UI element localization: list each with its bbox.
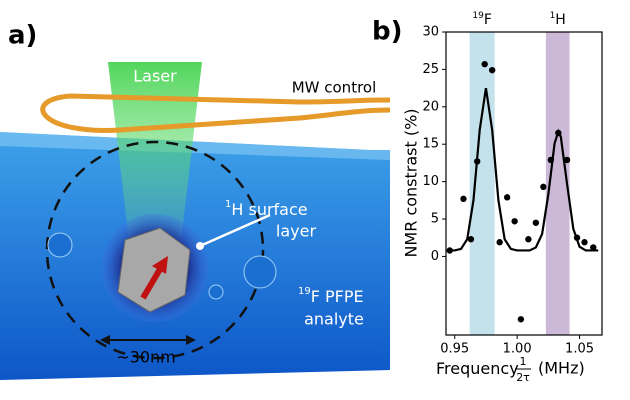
y-tick-label: 25 — [422, 62, 439, 77]
y-tick-label: 30 — [422, 25, 439, 40]
band-label: 19F — [472, 11, 492, 29]
x-axis-fraction: 2τ — [516, 371, 530, 384]
dashed-circle — [45, 140, 265, 360]
x-axis-label: Frequency — [436, 359, 519, 378]
panel-label: a) — [8, 21, 37, 51]
x-tick-label: 1.05 — [565, 342, 594, 357]
y-tick-label: 15 — [422, 137, 439, 152]
superscript: 19 — [472, 11, 484, 21]
data-point — [563, 156, 571, 164]
label-text: Frequency — [436, 359, 519, 378]
surface — [0, 132, 390, 160]
plot-frame — [445, 31, 603, 336]
data-point — [540, 183, 547, 191]
pointer-line — [199, 213, 271, 248]
data-point — [525, 236, 532, 243]
droplet — [208, 284, 224, 300]
y-tick-label: 20 — [422, 99, 439, 114]
superscript: 1 — [225, 199, 231, 210]
data-point — [511, 218, 518, 225]
y-axis-label: NMR constrast (%) — [402, 108, 421, 257]
nanodiamond — [117, 227, 191, 313]
band — [545, 32, 570, 335]
scale-label: ~30nm — [116, 348, 176, 367]
laser-label: Laser — [133, 67, 177, 86]
data-point — [581, 239, 588, 246]
analyte-label: 19F PFPE — [298, 286, 364, 306]
x-axis-unit: (MHz) — [538, 359, 585, 378]
data-point — [496, 239, 503, 246]
superscript: 19 — [298, 286, 311, 297]
droplet — [243, 255, 277, 289]
data-point — [488, 66, 496, 74]
y-tick-label: 5 — [431, 212, 439, 227]
fit-line — [448, 87, 599, 252]
mw-loop — [40, 93, 391, 133]
x-tick-label: 0.95 — [440, 342, 469, 357]
data-point — [481, 60, 488, 68]
label-text: F — [484, 12, 492, 28]
laser-beam — [108, 62, 202, 250]
label-text: H surface — [231, 200, 307, 219]
panel-label: b) — [372, 17, 403, 47]
label-text: F PFPE — [311, 287, 364, 306]
band-label: 1H — [550, 11, 566, 29]
nv-arrow — [152, 256, 168, 274]
analyte-label: analyte — [304, 310, 364, 329]
x-tick-label: 1.00 — [503, 342, 532, 357]
y-tick-label: 0 — [431, 249, 439, 264]
surface-label: 1H surface — [225, 199, 308, 219]
illustration: a) Laser MW control 1H surface layer 19F… — [0, 21, 391, 380]
droplet — [47, 232, 73, 258]
label-text: H — [555, 12, 566, 28]
surface-label: layer — [276, 222, 317, 241]
data-point — [517, 316, 525, 323]
mw-label: MW control — [292, 79, 377, 97]
x-axis-fraction: 1 — [520, 355, 527, 368]
scale-arrow — [186, 335, 196, 345]
pointer-dot — [196, 242, 204, 250]
data-point — [467, 236, 475, 243]
superscript: 1 — [550, 11, 556, 21]
data-point — [503, 194, 511, 201]
data-point — [590, 244, 597, 251]
band — [469, 32, 495, 335]
y-tick-label: 10 — [422, 174, 439, 189]
scale-arrow — [100, 335, 110, 345]
data-point — [532, 219, 540, 226]
data-point — [460, 195, 467, 203]
